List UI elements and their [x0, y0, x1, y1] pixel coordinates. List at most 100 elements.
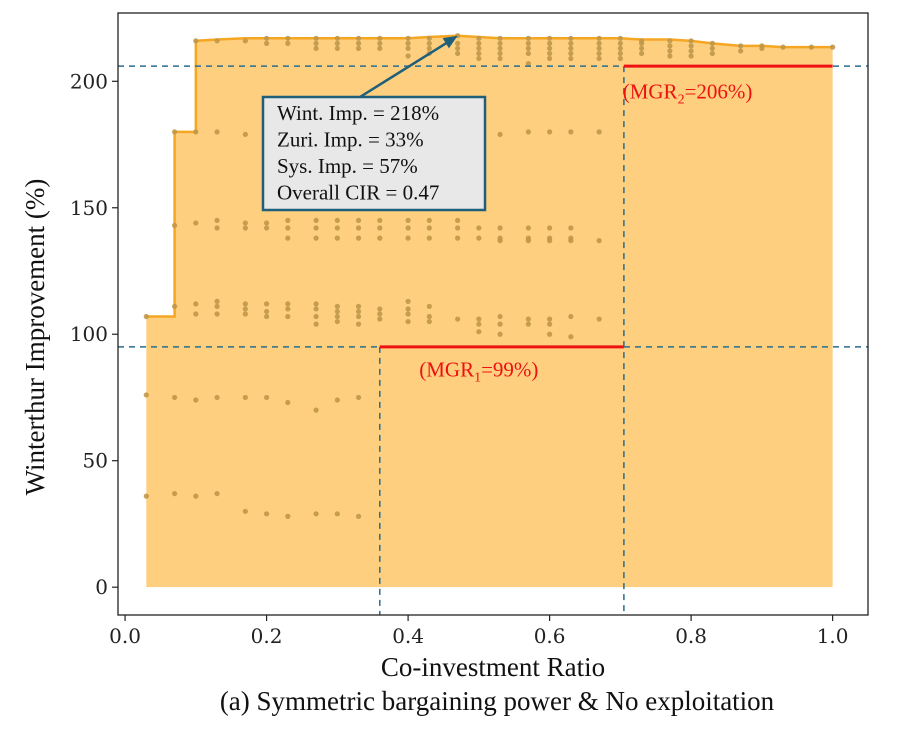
scatter-point: [193, 311, 199, 317]
scatter-point: [525, 129, 531, 135]
scatter-point: [377, 40, 383, 46]
scatter-point: [313, 40, 319, 46]
annotation-arrow-head: [442, 35, 458, 49]
scatter-point: [596, 129, 602, 135]
scatter-point: [214, 225, 220, 231]
scatter-point: [497, 331, 503, 337]
scatter-point: [143, 493, 149, 499]
scatter-point: [313, 321, 319, 327]
scatter-point: [547, 55, 553, 62]
x-axis-label: Co-investment Ratio: [381, 652, 605, 682]
scatter-point: [214, 394, 220, 401]
x-tick-label: 0.0: [109, 624, 141, 648]
scatter-point: [596, 55, 602, 62]
scatter-point: [568, 225, 574, 231]
scatter-point: [568, 313, 574, 320]
scatter-point: [355, 235, 362, 241]
scatter-point: [525, 35, 531, 41]
scatter-point: [285, 40, 291, 46]
scatter-point: [263, 308, 270, 315]
scatter-point: [759, 45, 765, 52]
scatter-point: [193, 301, 199, 307]
scatter-point: [263, 394, 270, 401]
scatter-point: [455, 235, 461, 241]
annotation-arrow-line: [359, 38, 453, 99]
scatter-point: [596, 35, 602, 41]
scatter-point: [377, 306, 383, 312]
scatter-point: [355, 217, 362, 224]
scatter-point: [617, 50, 623, 57]
scatter-point: [568, 40, 574, 46]
x-tick-label: 0.8: [675, 624, 707, 648]
scatter-point: [405, 318, 411, 325]
scatter-point: [242, 306, 248, 312]
scatter-point: [596, 45, 602, 52]
scatter-point: [455, 45, 461, 52]
annotation-layer: Wint. Imp. = 218% Zuri. Imp. = 33%Sys. Im…: [261, 35, 487, 212]
x-tick-label: 0.6: [534, 624, 566, 648]
scatter-point: [377, 311, 383, 317]
scatter-point: [455, 225, 461, 231]
scatter-point: [263, 225, 270, 231]
scatter-point: [214, 217, 220, 224]
y-tick-label: 50: [83, 449, 108, 473]
scatter-point: [214, 303, 220, 310]
y-axis-label: Winterthur Improvement (%): [20, 179, 50, 496]
scatter-point: [547, 331, 553, 337]
scatter-point: [617, 40, 623, 46]
scatter-point: [617, 45, 623, 52]
scatter-point: [405, 298, 411, 304]
scatter-point: [242, 38, 248, 44]
scatter-point: [193, 493, 199, 499]
scatter-point: [476, 225, 482, 231]
scatter-point: [313, 45, 319, 52]
scatter-point: [568, 129, 574, 135]
scatter-point: [334, 40, 340, 46]
axes: 0.0 0.2 0.4 0.6 0.8 1.0 0 50 100 150 200: [70, 12, 869, 648]
scatter-point: [617, 55, 623, 62]
y-tick-label: 0: [95, 575, 108, 599]
scatter-point: [497, 40, 503, 46]
scatter-point: [808, 44, 814, 50]
mgr-label-prefix: (MGR: [623, 79, 678, 103]
scatter-point: [214, 38, 220, 44]
scatter-point: [263, 35, 270, 41]
scatter-point: [214, 490, 220, 497]
scatter-point: [242, 131, 248, 138]
mgr-label-subscript: 1: [474, 371, 481, 386]
scatter-point: [285, 513, 291, 519]
scatter-point: [242, 225, 248, 231]
scatter-point: [313, 306, 319, 312]
scatter-point: [547, 129, 553, 135]
scatter-point: [476, 329, 482, 335]
scatter-point: [334, 45, 340, 52]
scatter-point: [568, 55, 574, 62]
scatter-point: [476, 45, 482, 52]
scatter-point: [242, 394, 248, 401]
scatter-point: [525, 45, 531, 52]
scatter-point: [476, 316, 482, 322]
scatter-point: [193, 397, 199, 403]
annotation-line-3: Sys. Imp. = 57%: [277, 154, 418, 178]
scatter-point: [426, 303, 432, 310]
scatter-point: [426, 318, 432, 325]
scatter-point: [214, 311, 220, 317]
scatter-point: [334, 397, 340, 403]
scatter-point: [497, 225, 503, 231]
scatter-point: [263, 301, 270, 307]
scatter-point: [497, 55, 503, 62]
scatter-point: [242, 508, 248, 514]
scatter-point: [377, 45, 383, 52]
x-tick-label: 0.2: [251, 624, 283, 648]
scatter-point: [263, 220, 270, 226]
scatter-point: [193, 220, 199, 226]
scatter-point: [355, 394, 362, 401]
scatter-point: [405, 311, 411, 317]
scatter-point: [497, 131, 503, 138]
scatter-point: [638, 45, 645, 52]
scatter-point: [285, 225, 291, 231]
scatter-point: [709, 45, 715, 52]
mgr-label-suffix: =99%): [481, 358, 538, 382]
scatter-point: [525, 225, 531, 231]
scatter-point: [568, 238, 574, 244]
